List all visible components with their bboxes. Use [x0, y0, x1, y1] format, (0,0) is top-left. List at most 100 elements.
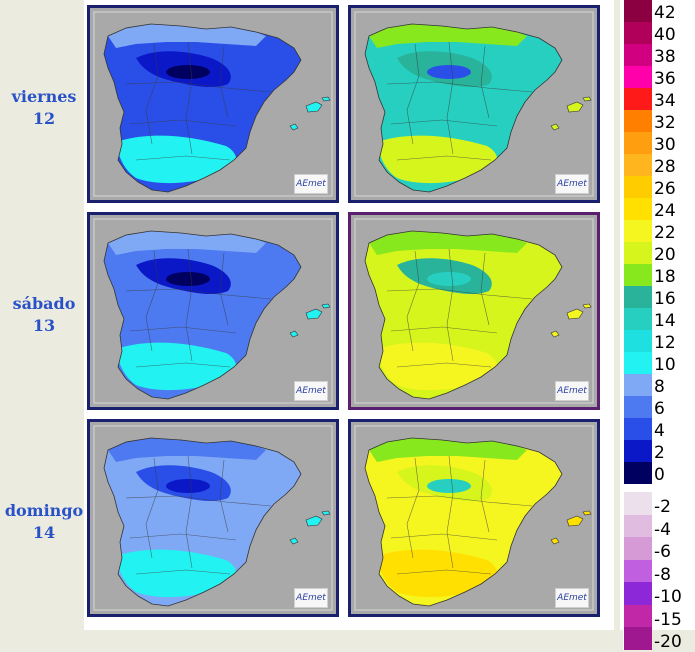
- island-mallorca: [305, 515, 323, 527]
- aemet-logo: AEmet: [294, 588, 328, 608]
- south-zone: [116, 135, 237, 184]
- legend-label: 14: [654, 311, 676, 331]
- legend-label: 0: [654, 465, 665, 485]
- legend-swatch: [623, 627, 652, 650]
- peninsula-outline: [364, 23, 563, 193]
- peninsula-outline: [364, 437, 563, 607]
- legend-swatch: [623, 44, 652, 66]
- mountain-core-zone: [427, 479, 471, 493]
- mountain-core-zone: [166, 479, 210, 493]
- aemet-logo: AEmet: [555, 174, 589, 194]
- legend-swatch: [623, 0, 652, 22]
- legend-swatch: [623, 330, 652, 352]
- legend-swatch: [623, 374, 652, 396]
- legend-swatch: [623, 559, 652, 582]
- south-zone: [116, 342, 237, 391]
- peninsula-outline: [364, 230, 563, 400]
- map-panel-max-friday: AEmet: [348, 5, 600, 203]
- day-name: viernes: [11, 87, 77, 106]
- peninsula-outline: [103, 230, 302, 400]
- legend-label: 24: [654, 201, 676, 221]
- island-mallorca: [566, 515, 584, 527]
- island-mallorca: [566, 101, 584, 113]
- legend-label: 36: [654, 69, 676, 89]
- island-menorca: [582, 303, 592, 309]
- legend-label: -6: [654, 542, 671, 562]
- peninsula-group: [103, 23, 331, 193]
- legend-swatch: [623, 440, 652, 462]
- province-borders: [125, 41, 272, 161]
- spain-temperature-map: [93, 11, 333, 197]
- legend-label: 4: [654, 421, 665, 441]
- province-borders: [386, 41, 533, 161]
- north-coast-zone: [369, 231, 527, 255]
- island-mallorca: [566, 308, 584, 320]
- island-ibiza: [550, 123, 560, 131]
- legend-label: 8: [654, 377, 665, 397]
- island-menorca: [582, 96, 592, 102]
- legend-label: 22: [654, 223, 676, 243]
- island-ibiza: [550, 537, 560, 545]
- legend-swatch: [623, 242, 652, 264]
- legend-swatch: [623, 176, 652, 198]
- south-zone: [377, 135, 498, 184]
- legend-swatch: [623, 396, 652, 418]
- legend-label: 34: [654, 91, 676, 111]
- aemet-logo: AEmet: [294, 381, 328, 401]
- legend-label: 2: [654, 443, 665, 463]
- legend-swatch: [623, 604, 652, 627]
- legend-swatch: [623, 220, 652, 242]
- day-label-friday: viernes 12: [0, 86, 88, 130]
- island-ibiza: [289, 123, 299, 131]
- legend-label: 10: [654, 355, 676, 375]
- map-panel-max-sunday: AEmet: [348, 419, 600, 617]
- day-name: sábado: [12, 294, 76, 313]
- legend-swatch: [623, 492, 652, 515]
- map-panel-min-sunday: AEmet: [87, 419, 339, 617]
- legend-label: 26: [654, 179, 676, 199]
- legend-label: 32: [654, 113, 676, 133]
- legend-label: -15: [654, 609, 682, 630]
- legend-label: 42: [654, 3, 676, 23]
- day-name: domingo: [4, 501, 84, 520]
- legend-label: -10: [654, 587, 682, 607]
- peninsula-outline: [103, 23, 302, 193]
- mountain-core-zone: [166, 272, 210, 286]
- legend-label: 12: [654, 333, 676, 353]
- legend-swatch: [623, 352, 652, 374]
- aemet-logo: AEmet: [555, 588, 589, 608]
- legend-swatch: [623, 22, 652, 44]
- peninsula-group: [364, 230, 592, 400]
- legend-swatch: [623, 154, 652, 176]
- legend-label: 16: [654, 289, 676, 309]
- mountain-core-zone: [166, 65, 210, 79]
- south-zone: [116, 549, 237, 598]
- south-zone: [377, 549, 498, 598]
- legend-swatch: [623, 582, 652, 605]
- island-menorca: [321, 303, 331, 309]
- legend-label: 18: [654, 267, 676, 287]
- north-coast-zone: [108, 438, 266, 462]
- legend-label: 38: [654, 47, 676, 67]
- spain-temperature-map: [354, 11, 594, 197]
- legend-swatch: [623, 198, 652, 220]
- island-ibiza: [289, 537, 299, 545]
- legend-swatch: [623, 308, 652, 330]
- north-coast-zone: [108, 24, 266, 48]
- island-menorca: [321, 510, 331, 516]
- province-borders: [386, 248, 533, 368]
- aemet-logo: AEmet: [555, 381, 589, 401]
- spain-temperature-map: [354, 218, 594, 404]
- province-borders: [125, 455, 272, 575]
- province-borders: [386, 455, 533, 575]
- spain-temperature-map: [93, 218, 333, 404]
- legend-swatch: [623, 88, 652, 110]
- spain-temperature-map: [93, 425, 333, 611]
- legend-swatch: [623, 264, 652, 286]
- legend-swatch: [623, 110, 652, 132]
- map-panel-max-saturday: AEmet: [348, 212, 600, 410]
- day-label-saturday: sábado 13: [0, 293, 88, 337]
- legend-label: 6: [654, 399, 665, 419]
- day-label-sunday: domingo 14: [0, 500, 88, 544]
- mountain-core-zone: [427, 272, 471, 286]
